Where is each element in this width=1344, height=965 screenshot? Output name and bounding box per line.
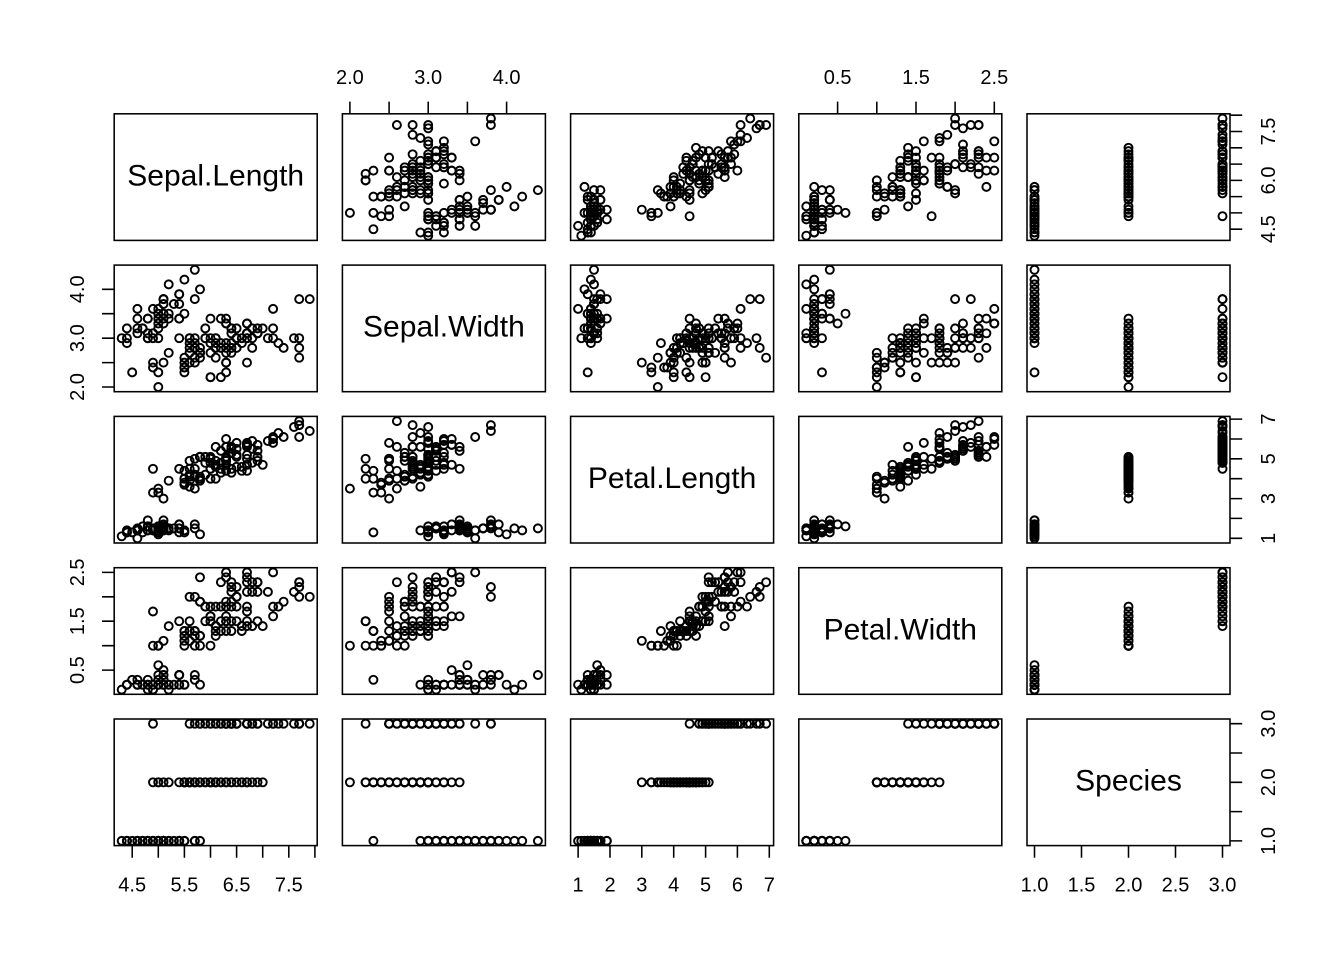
svg-text:Sepal.Length: Sepal.Length <box>127 159 304 192</box>
svg-text:3: 3 <box>636 874 647 896</box>
svg-text:3.0: 3.0 <box>67 324 89 352</box>
svg-text:4.5: 4.5 <box>118 874 146 896</box>
svg-text:2.5: 2.5 <box>67 558 89 586</box>
svg-text:1: 1 <box>573 874 584 896</box>
svg-text:1.5: 1.5 <box>1068 874 1096 896</box>
svg-text:4.0: 4.0 <box>493 67 521 89</box>
svg-text:4.5: 4.5 <box>1258 215 1280 243</box>
svg-text:6: 6 <box>732 874 743 896</box>
svg-text:6.5: 6.5 <box>223 874 251 896</box>
svg-text:6.0: 6.0 <box>1258 166 1280 194</box>
svg-text:Petal.Width: Petal.Width <box>824 613 977 646</box>
svg-text:4.0: 4.0 <box>67 275 89 303</box>
svg-text:2.0: 2.0 <box>67 373 89 401</box>
svg-text:2.0: 2.0 <box>1115 874 1143 896</box>
svg-text:2: 2 <box>604 874 615 896</box>
svg-text:4: 4 <box>668 874 679 896</box>
svg-text:3: 3 <box>1258 493 1280 504</box>
svg-text:5: 5 <box>700 874 711 896</box>
svg-text:7: 7 <box>1258 414 1280 425</box>
svg-text:Petal.Length: Petal.Length <box>588 462 756 495</box>
svg-text:7: 7 <box>764 874 775 896</box>
svg-text:2.0: 2.0 <box>336 67 364 89</box>
svg-text:1: 1 <box>1258 533 1280 544</box>
svg-text:2.5: 2.5 <box>980 67 1008 89</box>
svg-text:Species: Species <box>1075 765 1182 798</box>
svg-text:1.5: 1.5 <box>902 67 930 89</box>
svg-text:0.5: 0.5 <box>67 656 89 684</box>
svg-text:2.0: 2.0 <box>1258 768 1280 796</box>
svg-text:5.5: 5.5 <box>170 874 198 896</box>
svg-text:3.0: 3.0 <box>414 67 442 89</box>
svg-text:7.5: 7.5 <box>275 874 303 896</box>
svg-text:5: 5 <box>1258 453 1280 464</box>
svg-text:3.0: 3.0 <box>1258 710 1280 738</box>
svg-text:Sepal.Width: Sepal.Width <box>363 311 525 344</box>
svg-text:1.0: 1.0 <box>1258 827 1280 855</box>
svg-text:1.0: 1.0 <box>1021 874 1049 896</box>
svg-text:3.0: 3.0 <box>1209 874 1237 896</box>
svg-text:0.5: 0.5 <box>824 67 852 89</box>
svg-text:7.5: 7.5 <box>1258 118 1280 146</box>
svg-text:1.5: 1.5 <box>67 607 89 635</box>
svg-text:2.5: 2.5 <box>1162 874 1190 896</box>
